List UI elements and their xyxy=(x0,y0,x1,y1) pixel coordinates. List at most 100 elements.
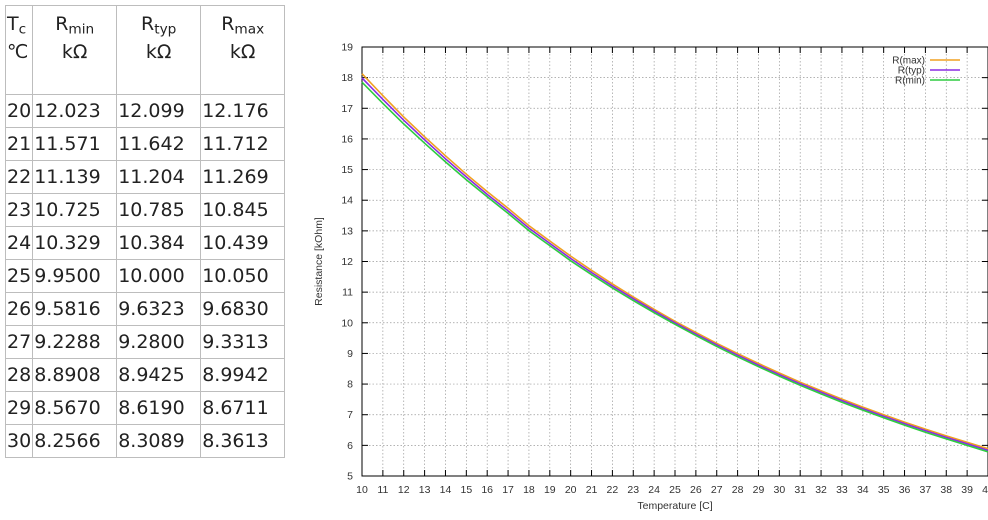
cell-temperature: 24 xyxy=(4,226,34,260)
cell-rmax: 10.050 xyxy=(200,259,286,293)
x-tick-label: 25 xyxy=(669,484,681,496)
x-tick-label: 17 xyxy=(502,484,514,496)
cell-rmin: 9.2288 xyxy=(32,325,118,359)
legend-label: R(max) xyxy=(892,56,925,67)
x-tick-label: 18 xyxy=(523,484,535,496)
cell-rtyp: 11.642 xyxy=(116,127,202,161)
x-tick-label: 15 xyxy=(460,484,472,496)
table-row: 30 8.2566 8.3089 8.3613 xyxy=(4,424,286,458)
x-tick-label: 11 xyxy=(377,484,388,496)
cell-temperature: 26 xyxy=(4,292,34,326)
x-tick-label: 22 xyxy=(607,484,619,496)
x-tick-label: 38 xyxy=(940,484,952,496)
x-tick-label: 16 xyxy=(481,484,493,496)
table-row: 22 11.139 11.204 11.269 xyxy=(4,160,286,194)
cell-temperature: 21 xyxy=(4,127,34,161)
resistance-chart: 10 11 12 13 14 15 16 17 18 19 20 21 22 23 24 25 26 27 28 29… xyxy=(313,42,988,512)
y-tick-label: 17 xyxy=(341,103,353,115)
header-rmin: Rmin kΩ xyxy=(32,5,118,95)
x-tick-label: 39 xyxy=(961,484,973,496)
cell-temperature: 25 xyxy=(4,259,34,293)
x-tick-label: 35 xyxy=(878,484,890,496)
table-row: 25 9.9500 10.000 10.050 xyxy=(4,259,286,293)
cell-temperature: 20 xyxy=(4,94,34,128)
cell-rtyp: 9.2800 xyxy=(116,325,202,359)
y-tick-label: 5 xyxy=(347,471,353,483)
legend-label: R(typ) xyxy=(898,66,925,77)
x-tick-label: 30 xyxy=(773,484,785,496)
cell-rmin: 11.139 xyxy=(32,160,118,194)
x-tick-label: 13 xyxy=(419,484,431,496)
y-tick-label: 8 xyxy=(347,379,353,391)
x-tick-label: 24 xyxy=(648,484,660,496)
cell-rtyp: 8.9425 xyxy=(116,358,202,392)
x-tick-label: 36 xyxy=(899,484,911,496)
y-tick-label: 19 xyxy=(341,42,353,54)
table-row: 20 12.023 12.099 12.176 xyxy=(4,94,286,128)
y-tick-label: 16 xyxy=(341,133,353,145)
resistance-table: Tc ℃ Rmin kΩ Rtyp kΩ Rmax kΩ 20 12.023 12.099 1… xyxy=(4,5,286,458)
table-row: 24 10.329 10.384 10.439 xyxy=(4,226,286,260)
cell-rmax: 10.439 xyxy=(200,226,286,260)
cell-rmin: 8.5670 xyxy=(32,391,118,425)
cell-rtyp: 10.384 xyxy=(116,226,202,260)
cell-temperature: 28 xyxy=(4,358,34,392)
x-tick-label: 29 xyxy=(753,484,765,496)
x-tick-label: 19 xyxy=(544,484,556,496)
table-body: 20 12.023 12.099 12.176 21 11.571 11.642 11.712… xyxy=(4,94,286,458)
x-tick-label: 23 xyxy=(627,484,639,496)
series-line-rmin xyxy=(361,81,988,453)
series-line-rtyp xyxy=(361,77,988,452)
x-tick-label: 26 xyxy=(690,484,702,496)
cell-temperature: 22 xyxy=(4,160,34,194)
header-rtyp: Rtyp kΩ xyxy=(116,5,202,95)
y-tick-label: 7 xyxy=(347,409,353,421)
cell-rmax: 8.6711 xyxy=(200,391,286,425)
header-row: Tc ℃ Rmin kΩ Rtyp kΩ Rmax kΩ xyxy=(4,5,286,95)
table-row: 23 10.725 10.785 10.845 xyxy=(4,193,286,227)
y-tick-label: 15 xyxy=(341,164,353,176)
cell-rmin: 8.2566 xyxy=(32,424,118,458)
cell-rmin: 12.023 xyxy=(32,94,118,128)
x-tick-label: 37 xyxy=(920,484,932,496)
x-tick-label: 12 xyxy=(398,484,410,496)
y-tick-label: 11 xyxy=(342,287,353,299)
legend-label: R(min) xyxy=(895,76,925,87)
cell-rmax: 9.3313 xyxy=(200,325,286,359)
cell-rmax: 12.176 xyxy=(200,94,286,128)
x-tick-label: 14 xyxy=(440,484,452,496)
x-tick-label: 21 xyxy=(586,484,598,496)
x-tick-label: 33 xyxy=(836,484,848,496)
y-tick-label: 12 xyxy=(341,256,353,268)
cell-rmax: 11.712 xyxy=(200,127,286,161)
x-axis-label: Temperature [C] xyxy=(637,500,712,512)
table-row: 28 8.8908 8.9425 8.9942 xyxy=(4,358,286,392)
header-temperature: Tc ℃ xyxy=(4,5,34,95)
cell-rtyp: 9.6323 xyxy=(116,292,202,326)
series-line-rmax xyxy=(361,73,988,450)
x-tick-label: 34 xyxy=(857,484,869,496)
y-axis-label: Resistance [kOhm] xyxy=(313,217,325,306)
x-tick-label: 32 xyxy=(815,484,827,496)
cell-rmin: 9.9500 xyxy=(32,259,118,293)
table-row: 29 8.5670 8.6190 8.6711 xyxy=(4,391,286,425)
table-row: 27 9.2288 9.2800 9.3313 xyxy=(4,325,286,359)
cell-temperature: 29 xyxy=(4,391,34,425)
cell-rmax: 11.269 xyxy=(200,160,286,194)
y-tick-label: 9 xyxy=(347,348,353,360)
x-tick-label: 27 xyxy=(711,484,723,496)
cell-rtyp: 10.785 xyxy=(116,193,202,227)
table-header: Tc ℃ Rmin kΩ Rtyp kΩ Rmax kΩ xyxy=(4,5,286,95)
header-rmax: Rmax kΩ xyxy=(200,5,286,95)
cell-rtyp: 8.3089 xyxy=(116,424,202,458)
cell-rmax: 8.3613 xyxy=(200,424,286,458)
cell-rtyp: 10.000 xyxy=(116,259,202,293)
table-row: 21 11.571 11.642 11.712 xyxy=(4,127,286,161)
resistance-table-container: Tc ℃ Rmin kΩ Rtyp kΩ Rmax kΩ 20 12.023 12.099 1… xyxy=(4,5,286,458)
y-tick-label: 13 xyxy=(341,225,353,237)
cell-temperature: 23 xyxy=(4,193,34,227)
x-tick-label: 31 xyxy=(794,484,806,496)
cell-rmax: 10.845 xyxy=(200,193,286,227)
cell-rmin: 10.329 xyxy=(32,226,118,260)
cell-rmax: 8.9942 xyxy=(200,358,286,392)
